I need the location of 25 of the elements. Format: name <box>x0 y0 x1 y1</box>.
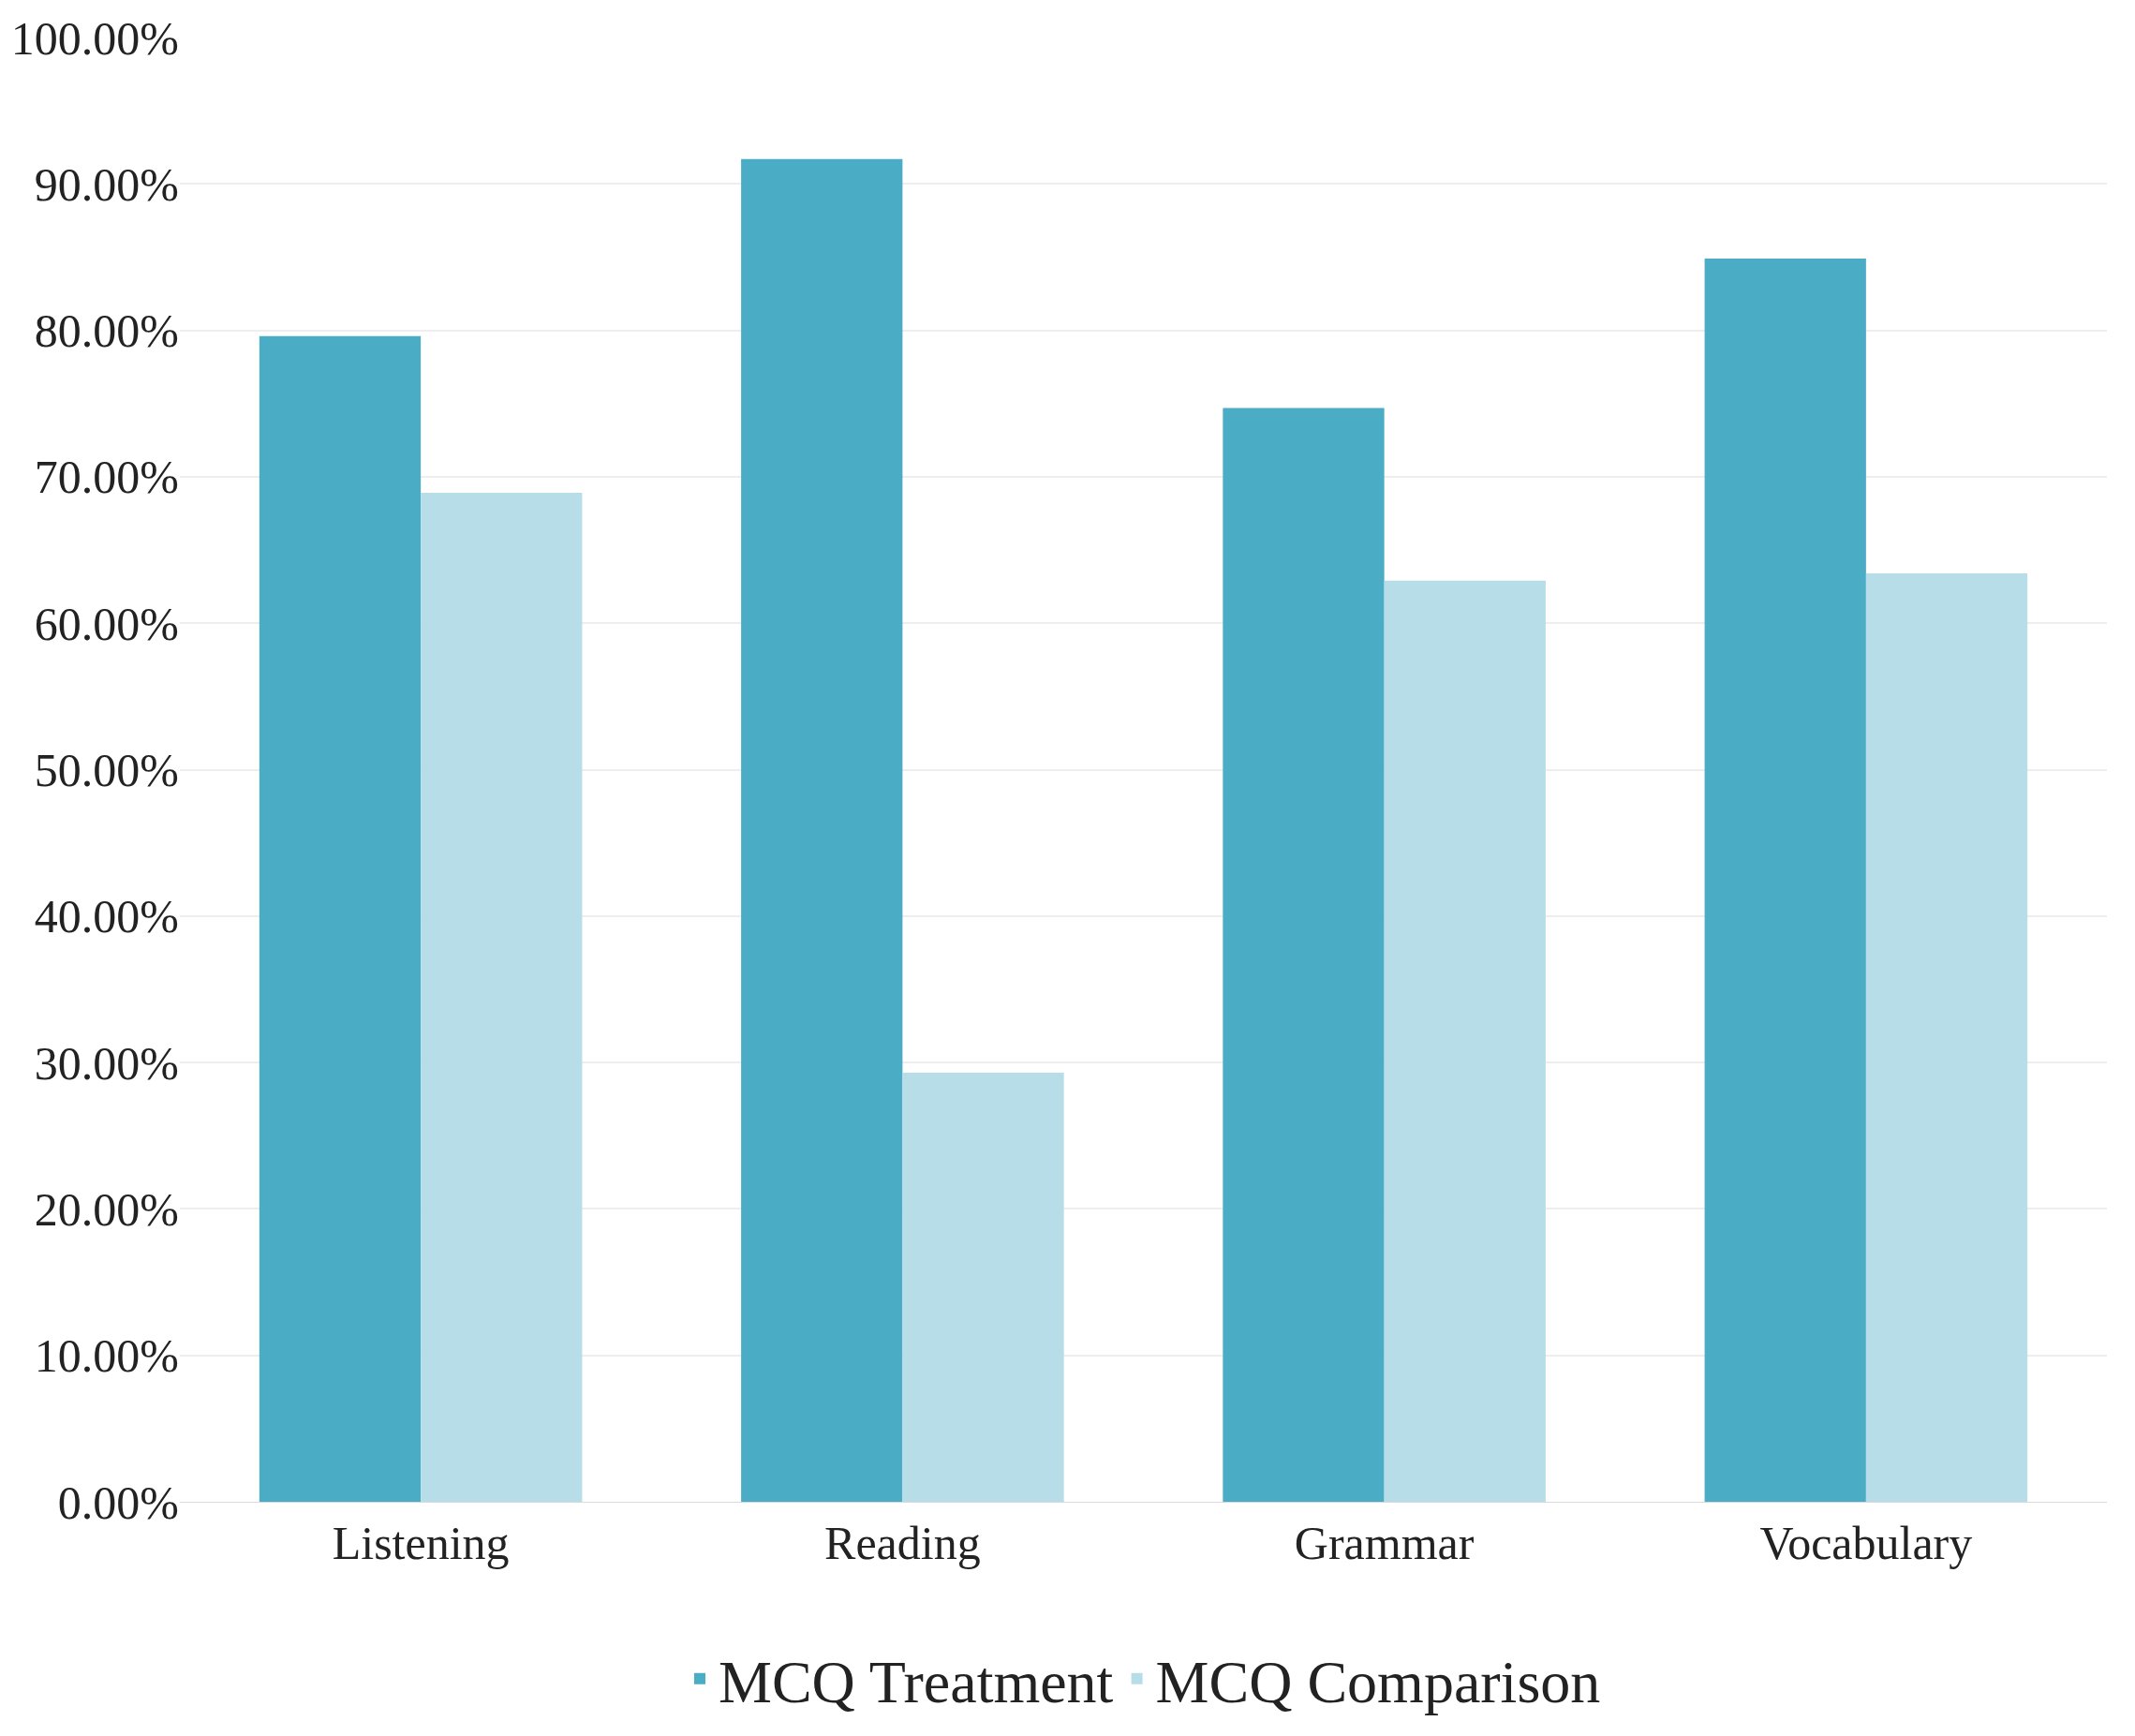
y-tick-label: 80.00% <box>34 304 179 358</box>
bar <box>1865 573 2028 1502</box>
y-tick-label: 90.00% <box>34 157 179 211</box>
bar <box>741 158 903 1502</box>
legend-label: MCQ Treatment <box>719 1648 1114 1715</box>
legend-label: MCQ Comparison <box>1155 1648 1601 1715</box>
bar <box>1384 580 1546 1502</box>
bar <box>421 493 583 1502</box>
x-tick-label: Vocabulary <box>1759 1517 1973 1569</box>
x-tick-label: Grammar <box>1294 1517 1475 1569</box>
y-tick-label: 0.00% <box>57 1476 179 1529</box>
bar <box>259 335 422 1502</box>
y-tick-label: 20.00% <box>34 1182 179 1236</box>
y-tick-label: 50.00% <box>34 744 179 796</box>
x-tick-label: Listening <box>332 1517 510 1569</box>
y-tick-label: 10.00% <box>34 1329 179 1383</box>
bar <box>1704 259 1866 1502</box>
y-tick-label: 30.00% <box>34 1036 179 1090</box>
bar <box>902 1073 1064 1502</box>
y-tick-label: 40.00% <box>34 890 179 943</box>
y-tick-label: 70.00% <box>34 451 179 504</box>
y-tick-label: 100.00% <box>10 11 179 65</box>
x-tick-label: Reading <box>824 1517 981 1569</box>
y-tick-label: 60.00% <box>34 597 179 650</box>
bar <box>1223 408 1385 1502</box>
